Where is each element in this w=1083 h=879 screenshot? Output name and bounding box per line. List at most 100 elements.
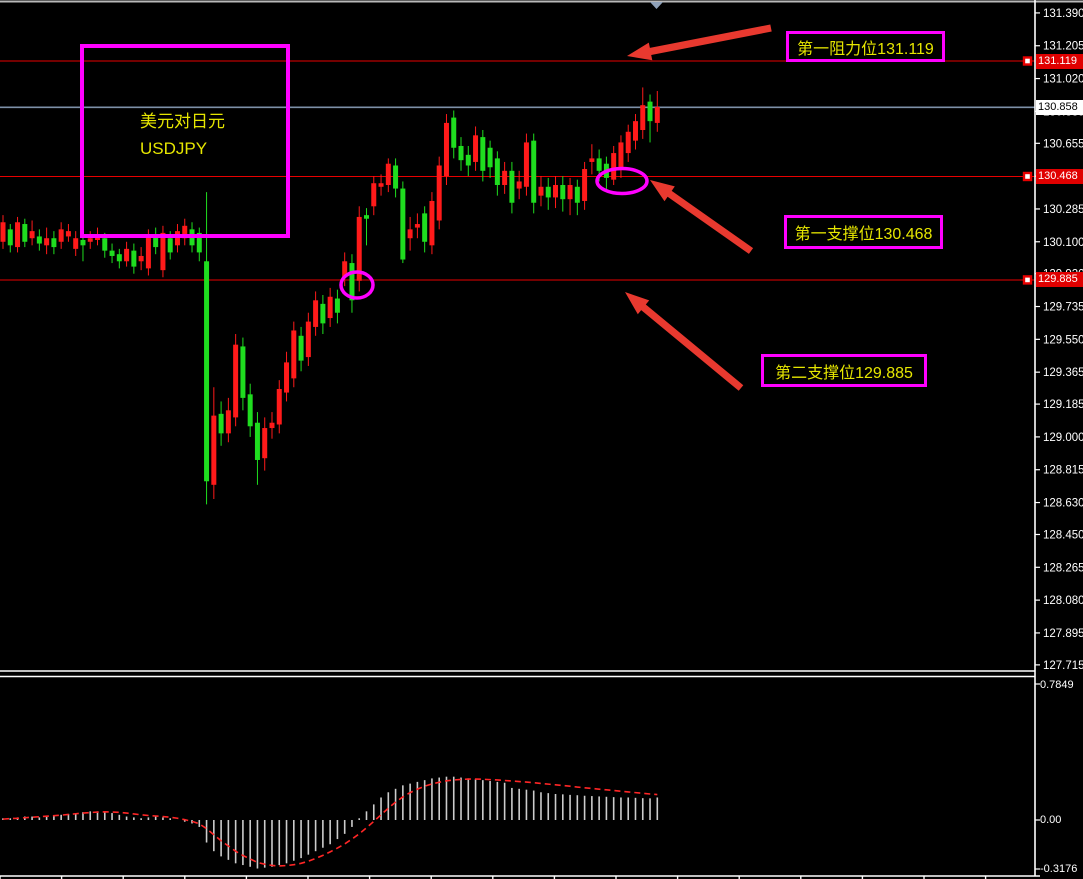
current-price-badge: 130.858 <box>1036 99 1083 115</box>
candle-body <box>22 224 28 242</box>
price-tick-label: 130.100 <box>1043 237 1083 249</box>
price-tick-label: 128.450 <box>1043 529 1083 541</box>
candle-body <box>356 216 362 281</box>
candle-body <box>334 298 340 313</box>
candle-body <box>269 422 275 429</box>
candle-body <box>640 105 646 131</box>
candle-body <box>414 224 420 228</box>
candle-body <box>567 185 573 200</box>
candle-body <box>80 239 86 246</box>
candle-body <box>211 415 217 485</box>
price-tick-label: 131.020 <box>1043 74 1083 86</box>
candle-body <box>29 231 35 239</box>
candle-body <box>465 154 471 166</box>
candle-body <box>44 238 50 246</box>
support1-label-box[interactable]: 第一支撑位130.468 <box>784 215 943 249</box>
candle-body <box>276 389 282 425</box>
candle-body <box>327 296 333 319</box>
candle-body <box>0 222 6 242</box>
indicator-zero-label: 0.00 <box>1040 814 1062 826</box>
candle-body <box>73 238 79 249</box>
candle-body <box>582 169 588 201</box>
candle-body <box>632 121 638 141</box>
candle-body <box>647 101 653 122</box>
arrow-to-resistance1[interactable] <box>627 24 772 61</box>
level-line-handle[interactable] <box>1022 56 1033 66</box>
candle-body <box>545 186 551 198</box>
candle-body <box>611 153 617 180</box>
candle-body <box>167 238 173 253</box>
highlight-ellipse-support2[interactable] <box>339 270 375 300</box>
price-tick-label: 131.390 <box>1043 8 1083 20</box>
candle-body <box>509 170 515 203</box>
candle-body <box>473 135 479 162</box>
candle-body <box>36 236 42 244</box>
candle-body <box>625 131 631 154</box>
price-tick-label: 131.205 <box>1043 41 1083 53</box>
level-line-handle[interactable] <box>1022 171 1033 182</box>
highlight-ellipse-support1[interactable] <box>595 166 649 196</box>
candle-body <box>87 238 93 242</box>
price-tick-label: 127.715 <box>1043 660 1083 672</box>
candle-body <box>538 186 544 196</box>
price-tick-label: 130.655 <box>1043 138 1083 150</box>
price-tick-label: 128.630 <box>1043 498 1083 510</box>
symbol-annotation-line1: 美元对日元 <box>140 112 225 131</box>
candle-body <box>385 163 391 186</box>
candle-body <box>262 428 268 459</box>
price-badge-resistance1: 131.119 <box>1036 53 1083 69</box>
candles-layer <box>0 87 660 505</box>
candle-body <box>174 231 180 246</box>
candle-body <box>523 142 529 187</box>
price-badge-support2: 129.885 <box>1036 272 1083 288</box>
candle-body <box>7 229 13 246</box>
candle-body <box>618 142 624 168</box>
price-tick-label: 129.550 <box>1043 334 1083 346</box>
symbol-annotation-box[interactable]: 美元对日元 USDJPY <box>80 44 290 238</box>
candle-body <box>233 344 239 418</box>
candle-body <box>138 255 144 262</box>
price-tick-label: 128.815 <box>1043 465 1083 477</box>
arrow-to-support1[interactable] <box>650 180 754 254</box>
price-tick-label: 129.735 <box>1043 302 1083 314</box>
candle-body <box>102 238 108 251</box>
candle-body <box>15 222 21 248</box>
price-tick-label: 129.365 <box>1043 367 1083 379</box>
price-tick-label: 127.895 <box>1043 628 1083 640</box>
candle-body <box>400 188 406 260</box>
candle-body <box>451 117 457 148</box>
candle-body <box>124 248 130 262</box>
level-line-handle[interactable] <box>1022 275 1033 285</box>
candle-body <box>109 250 115 256</box>
candle-body <box>313 300 319 327</box>
candle-body <box>349 263 355 301</box>
candle-body <box>458 145 464 161</box>
symbol-annotation-line2: USDJPY <box>140 139 208 158</box>
candle-body <box>480 137 486 171</box>
price-tick-label: 128.080 <box>1043 595 1083 607</box>
resistance1-label-text: 第一阻力位131.119 <box>797 40 934 58</box>
candle-body <box>422 213 428 242</box>
candle-body <box>320 303 326 324</box>
candle-body <box>502 170 508 186</box>
candle-body <box>443 122 449 177</box>
support2-label-box[interactable]: 第二支撑位129.885 <box>761 354 927 387</box>
candle-body <box>531 140 537 203</box>
candle-body <box>153 234 159 248</box>
candle-body <box>160 232 166 271</box>
support1-label-text: 第一支撑位130.468 <box>794 226 933 243</box>
candle-body <box>371 183 377 207</box>
price-tick-label: 129.000 <box>1043 432 1083 444</box>
candle-body <box>378 183 384 187</box>
candle-body <box>596 158 602 171</box>
candle-body <box>218 413 224 434</box>
candle-body <box>654 106 660 123</box>
arrow-to-support2[interactable] <box>625 292 744 391</box>
candle-body <box>429 200 435 246</box>
resistance1-label-box[interactable]: 第一阻力位131.119 <box>786 31 945 62</box>
candle-body <box>284 362 290 393</box>
candle-body <box>225 410 231 434</box>
candle-body <box>240 346 246 398</box>
candle-body <box>393 165 399 189</box>
